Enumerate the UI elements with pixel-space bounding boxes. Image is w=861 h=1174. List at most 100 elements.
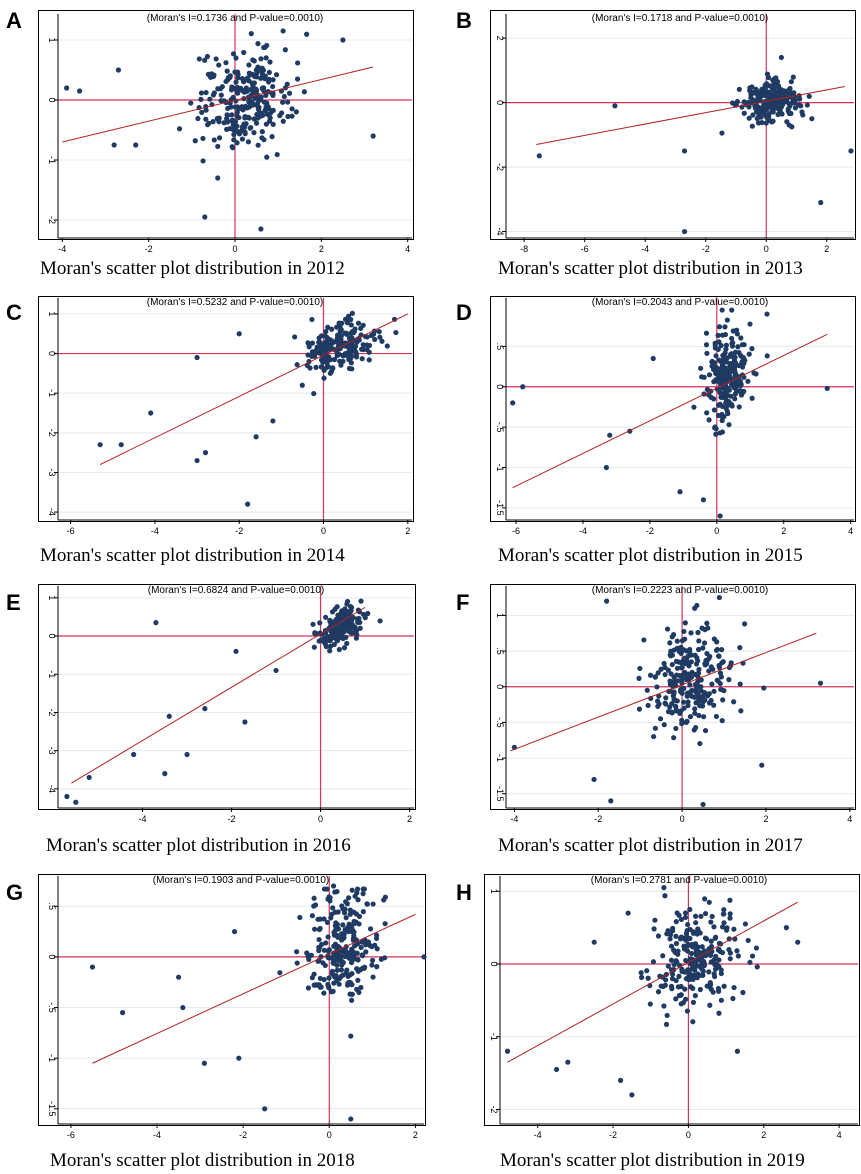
data-point: [796, 102, 802, 108]
data-point: [700, 972, 706, 978]
data-point: [729, 340, 735, 347]
data-point: [195, 115, 201, 122]
data-point: [339, 635, 345, 641]
x-tick-label: 2: [319, 244, 324, 254]
data-point: [751, 370, 757, 376]
data-point: [202, 450, 209, 456]
data-point: [787, 90, 793, 96]
y-tick-label: -4: [47, 785, 57, 793]
moran-statistic: (Moran's I=0.2781 and P-value=0.0010): [591, 875, 767, 886]
data-point: [730, 328, 736, 334]
y-tick-label: -1: [47, 670, 57, 678]
data-point: [641, 637, 647, 643]
data-point: [604, 598, 610, 604]
y-tick-label: -1: [47, 1054, 57, 1062]
data-point: [330, 953, 336, 960]
data-point: [726, 677, 732, 683]
data-point: [717, 948, 723, 955]
data-point: [317, 620, 323, 626]
y-tick-label: -2: [47, 216, 57, 224]
data-point: [216, 115, 222, 121]
data-point: [673, 658, 680, 664]
data-point: [765, 74, 772, 81]
data-point: [719, 307, 725, 313]
data-point: [337, 323, 343, 330]
data-point: [754, 115, 760, 122]
data-point: [699, 625, 705, 631]
data-point: [225, 105, 231, 112]
data-point: [309, 349, 315, 355]
data-point: [708, 919, 714, 925]
data-point: [591, 939, 597, 945]
panel-letter: B: [456, 8, 472, 33]
data-point: [638, 970, 644, 976]
data-point: [700, 693, 706, 700]
data-point: [752, 105, 758, 111]
moran-statistic: (Moran's I=0.1903 and P-value=0.0010): [153, 875, 329, 886]
data-point: [232, 104, 238, 110]
data-point: [210, 119, 216, 125]
data-point: [726, 946, 732, 953]
data-point: [695, 646, 702, 653]
data-point: [227, 73, 233, 79]
data-point: [734, 948, 740, 954]
data-point: [198, 96, 204, 102]
y-tick-label: -1: [47, 156, 57, 164]
data-point: [333, 975, 339, 981]
data-point: [316, 948, 322, 954]
data-point: [716, 957, 722, 963]
data-point: [282, 47, 288, 53]
x-tick-label: -6: [512, 526, 520, 536]
data-point: [330, 905, 336, 911]
data-point: [336, 631, 342, 637]
data-point: [202, 214, 208, 220]
data-point: [286, 90, 293, 96]
data-point: [323, 614, 329, 620]
y-tick-label: 0: [495, 384, 505, 389]
data-point: [76, 88, 83, 94]
data-point: [668, 671, 674, 677]
data-point: [194, 354, 200, 361]
data-point: [674, 678, 681, 684]
data-point: [358, 984, 364, 991]
data-point: [769, 85, 775, 91]
data-point: [344, 901, 350, 907]
data-point: [603, 464, 609, 471]
moran-statistic: (Moran's I=0.2043 and P-value=0.0010): [592, 297, 768, 308]
data-point: [693, 724, 699, 731]
data-point: [779, 111, 785, 117]
data-point: [64, 85, 70, 91]
data-point: [746, 104, 752, 110]
fit-line: [507, 901, 798, 1063]
data-point: [703, 953, 709, 959]
data-point: [352, 950, 358, 957]
data-point: [202, 706, 208, 712]
fit-line: [62, 66, 374, 143]
y-tick-label: 0: [47, 351, 57, 356]
data-point: [337, 328, 343, 334]
data-point: [235, 75, 241, 81]
data-point: [316, 982, 322, 988]
data-point: [786, 122, 792, 128]
data-point: [684, 975, 690, 981]
data-point: [241, 49, 247, 56]
data-point: [741, 621, 748, 627]
data-point: [231, 928, 238, 935]
data-point: [262, 108, 268, 114]
data-point: [337, 958, 343, 964]
data-point: [688, 674, 694, 680]
data-point: [340, 37, 346, 43]
data-point: [334, 889, 340, 895]
data-point: [655, 670, 661, 676]
data-point: [370, 133, 376, 139]
data-point: [728, 393, 734, 399]
data-point: [239, 136, 246, 142]
data-point: [261, 99, 267, 105]
data-point: [722, 385, 728, 391]
data-point: [767, 94, 774, 100]
data-point: [654, 684, 660, 690]
data-point: [335, 617, 342, 623]
x-tick-label: -4: [534, 1130, 542, 1140]
